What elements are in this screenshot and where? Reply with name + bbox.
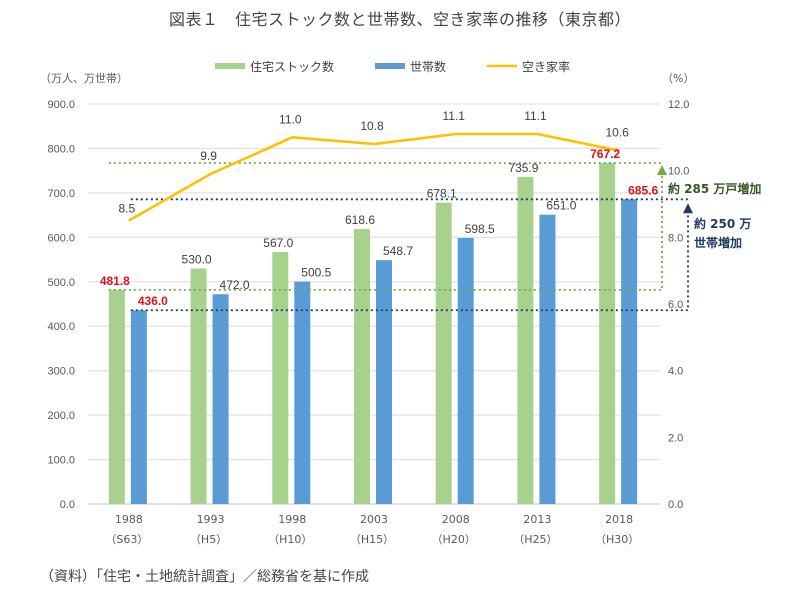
left-tick-label: 0.0	[60, 499, 75, 511]
housing-increase-arrow-icon	[657, 165, 667, 176]
x-tick-era: （S63）	[105, 533, 148, 546]
vacancy-rate-label: 10.8	[360, 119, 384, 133]
annotation-household-increase-line2: 世帯増加	[694, 235, 742, 250]
housing-stock-label: 678.1	[427, 187, 457, 201]
left-axis-unit: （万人、万世帯）	[40, 72, 128, 85]
left-tick-label: 400.0	[47, 321, 75, 333]
housing-stock-bar	[599, 163, 616, 504]
x-tick-era: （H15）	[350, 533, 394, 546]
housing-stock-label: 567.0	[263, 236, 293, 250]
legend-label: 住宅ストック数	[250, 59, 334, 74]
x-tick-year: 2013	[523, 513, 551, 526]
housing-stock-label: 618.6	[345, 213, 375, 227]
vacancy-rate-label: 9.9	[200, 149, 217, 163]
right-axis-unit: （%）	[662, 72, 694, 85]
right-tick-label: 12.0	[668, 99, 689, 111]
right-tick-label: 4.0	[668, 366, 683, 378]
x-tick-era: （H5）	[190, 533, 227, 546]
housing-stock-label: 735.9	[508, 161, 538, 175]
left-tick-label: 200.0	[47, 410, 75, 422]
housing-stock-bar	[190, 268, 207, 504]
vacancy-rate-label: 8.5	[119, 202, 136, 216]
households-label: 436.0	[138, 294, 168, 308]
gridlines	[88, 103, 660, 505]
left-tick-label: 100.0	[47, 455, 75, 467]
legend-swatch	[215, 63, 245, 69]
housing-stock-label: 481.8	[100, 274, 130, 288]
housing-guide-bottom	[108, 173, 663, 291]
housing-stock-bar	[354, 229, 370, 505]
households-label: 685.6	[628, 183, 658, 197]
households-label: 472.0	[220, 278, 250, 292]
legend-swatch	[375, 63, 405, 69]
right-tick-label: 0.0	[668, 499, 683, 511]
households-bar	[212, 294, 229, 504]
vacancy-rate-label: 11.1	[524, 109, 547, 123]
housing-stock-bar	[108, 289, 125, 504]
households-label: 548.7	[383, 244, 413, 258]
left-tick-label: 300.0	[47, 366, 75, 378]
households-bar	[376, 260, 392, 504]
x-tick-era: （H20）	[432, 533, 476, 546]
left-tick-label: 700.0	[47, 188, 75, 200]
right-tick-label: 6.0	[668, 299, 683, 311]
households-bar	[130, 310, 147, 504]
legend-label: 世帯数	[410, 59, 446, 74]
x-tick-era: （H10）	[268, 533, 312, 546]
x-tick-year: 2018	[605, 513, 633, 526]
households-bar	[621, 199, 638, 505]
households-bar	[457, 238, 474, 504]
housing-stock-bar	[517, 176, 534, 504]
chart: 481.8 530.0 567.0 618.6 678.1 735.9 767.2 436.0…	[40, 59, 761, 546]
households-label: 500.5	[301, 266, 331, 280]
legend: 住宅ストック数 世帯数 空き家率	[215, 59, 570, 74]
right-tick-label: 10.0	[668, 166, 689, 178]
left-tick-label: 600.0	[47, 232, 75, 244]
households-bar	[294, 281, 311, 504]
households-label: 598.5	[465, 222, 495, 236]
households-bar	[539, 214, 556, 504]
left-tick-label: 500.0	[47, 277, 75, 289]
housing-stock-label: 767.2	[590, 147, 620, 161]
vacancy-rate-label: 11.1	[442, 109, 465, 123]
annotation-household-increase-line1: 約 250 万	[694, 216, 751, 231]
bars	[108, 163, 638, 505]
axes: 0.0 100.0 200.0 300.0 400.0 500.0 600.0 700.0 80…	[47, 99, 689, 546]
legend-label: 空き家率	[522, 59, 570, 74]
right-tick-label: 2.0	[668, 432, 683, 444]
annotation-housing-increase: 約 285 万戸増加	[668, 181, 761, 196]
x-tick-year: 1998	[278, 513, 306, 526]
data-labels: 481.8 530.0 567.0 618.6 678.1 735.9 767.2 436.0…	[100, 109, 659, 308]
vacancy-rate-label: 11.0	[279, 112, 302, 126]
housing-stock-bar	[272, 252, 289, 504]
source-note: （資料）「住宅・土地統計調査」／総務省を基に作成	[40, 569, 369, 585]
housing-stock-label: 530.0	[182, 252, 212, 266]
x-tick-year: 1988	[115, 513, 143, 526]
vacancy-rate-line	[128, 132, 620, 222]
housing-stock-bar	[435, 202, 452, 504]
x-tick-year: 2008	[442, 513, 470, 526]
household-guide-bottom	[130, 211, 689, 312]
households-label: 651.0	[546, 199, 576, 213]
chart-title: 図表１ 住宅ストック数と世帯数、空き家率の推移（東京都）	[168, 10, 631, 29]
household-increase-arrow-icon	[683, 203, 693, 214]
left-tick-label: 900.0	[47, 99, 75, 111]
x-tick-year: 1993	[197, 513, 225, 526]
right-tick-label: 8.0	[668, 232, 683, 244]
x-tick-year: 2003	[360, 513, 388, 526]
x-tick-era: （H30）	[595, 533, 639, 546]
x-tick-era: （H25）	[513, 533, 557, 546]
vacancy-rate-label: 10.6	[605, 126, 629, 140]
left-tick-label: 800.0	[47, 143, 75, 155]
annotation-guides	[108, 162, 693, 312]
